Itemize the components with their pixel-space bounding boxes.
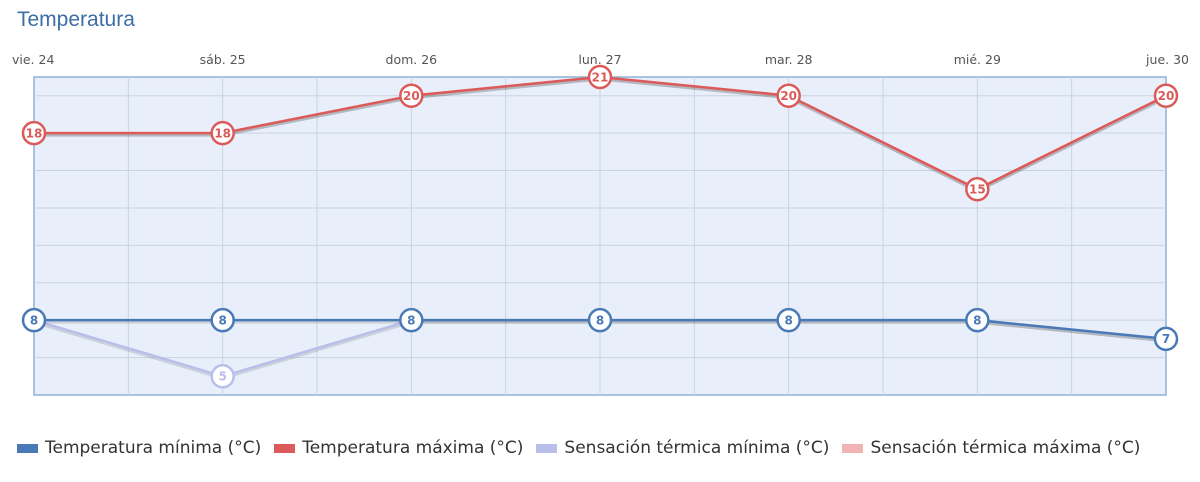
- data-point-marker: [965, 176, 990, 202]
- data-point-marker: [1153, 326, 1179, 352]
- legend-label-temp-min: Temperatura mínima (°C): [45, 438, 262, 458]
- data-label: 8: [784, 313, 792, 327]
- data-point-marker: [21, 307, 47, 333]
- data-label: 18: [26, 126, 43, 140]
- data-label: 8: [973, 313, 981, 327]
- data-label: 20: [780, 89, 797, 103]
- data-label: 15: [969, 183, 986, 197]
- data-point-marker: [1153, 83, 1179, 108]
- legend-swatch-temp-min: [17, 443, 38, 453]
- data-label: 8: [218, 313, 226, 327]
- legend-label-temp-max: Temperatura máxima (°C): [302, 438, 524, 458]
- data-point-marker: [399, 307, 424, 333]
- data-point-marker: [965, 307, 990, 333]
- data-point-marker: [210, 307, 235, 333]
- data-label: 18: [214, 126, 231, 140]
- legend-item-feel-min[interactable]: Sensación térmica mínima (°C): [536, 438, 829, 458]
- legend-swatch-feel-max: [842, 443, 864, 453]
- data-label: 8: [30, 313, 38, 327]
- legend-swatch-feel-min: [536, 443, 558, 453]
- x-tick-label: mar. 28: [765, 52, 813, 67]
- chart-legend: Temperatura mínima (°C) Temperatura máxi…: [17, 438, 1153, 458]
- data-point-marker: [776, 307, 801, 333]
- data-label: 20: [403, 89, 420, 103]
- data-point-marker: [210, 120, 235, 146]
- data-point-marker: [587, 64, 613, 90]
- x-tick-label: dom. 26: [386, 52, 438, 67]
- data-label: 8: [407, 313, 415, 327]
- x-tick-label: jue. 30: [1145, 52, 1189, 67]
- data-label: 21: [592, 70, 609, 84]
- legend-label-feel-min: Sensación térmica mínima (°C): [564, 438, 830, 458]
- data-point-marker: [399, 83, 424, 108]
- x-tick-label: sáb. 25: [200, 52, 246, 67]
- legend-item-temp-max[interactable]: Temperatura máxima (°C): [274, 438, 523, 458]
- data-label: 20: [1158, 89, 1175, 103]
- data-point-marker: [21, 120, 47, 146]
- x-tick-label: lun. 27: [578, 52, 621, 67]
- x-tick-label: vie. 24: [12, 52, 54, 67]
- legend-item-feel-max[interactable]: Sensación térmica máxima (°C): [842, 438, 1140, 458]
- data-label: 8: [596, 313, 604, 327]
- data-point-marker: [776, 83, 801, 108]
- data-label: 7: [1162, 332, 1170, 346]
- temperature-chart: vie. 24 sáb. 25 dom. 26 lun. 27 mar. 28 mié. …: [12, 52, 1189, 396]
- legend-label-feel-max: Sensación térmica máxima (°C): [870, 438, 1141, 458]
- data-point-marker: [587, 307, 613, 333]
- data-label: 5: [218, 370, 226, 384]
- legend-swatch-temp-max: [274, 443, 296, 453]
- chart-title: Temperatura: [17, 8, 135, 31]
- legend-item-temp-min[interactable]: Temperatura mínima (°C): [17, 438, 261, 458]
- data-point-marker: [210, 364, 235, 389]
- x-tick-label: mié. 29: [954, 52, 1001, 67]
